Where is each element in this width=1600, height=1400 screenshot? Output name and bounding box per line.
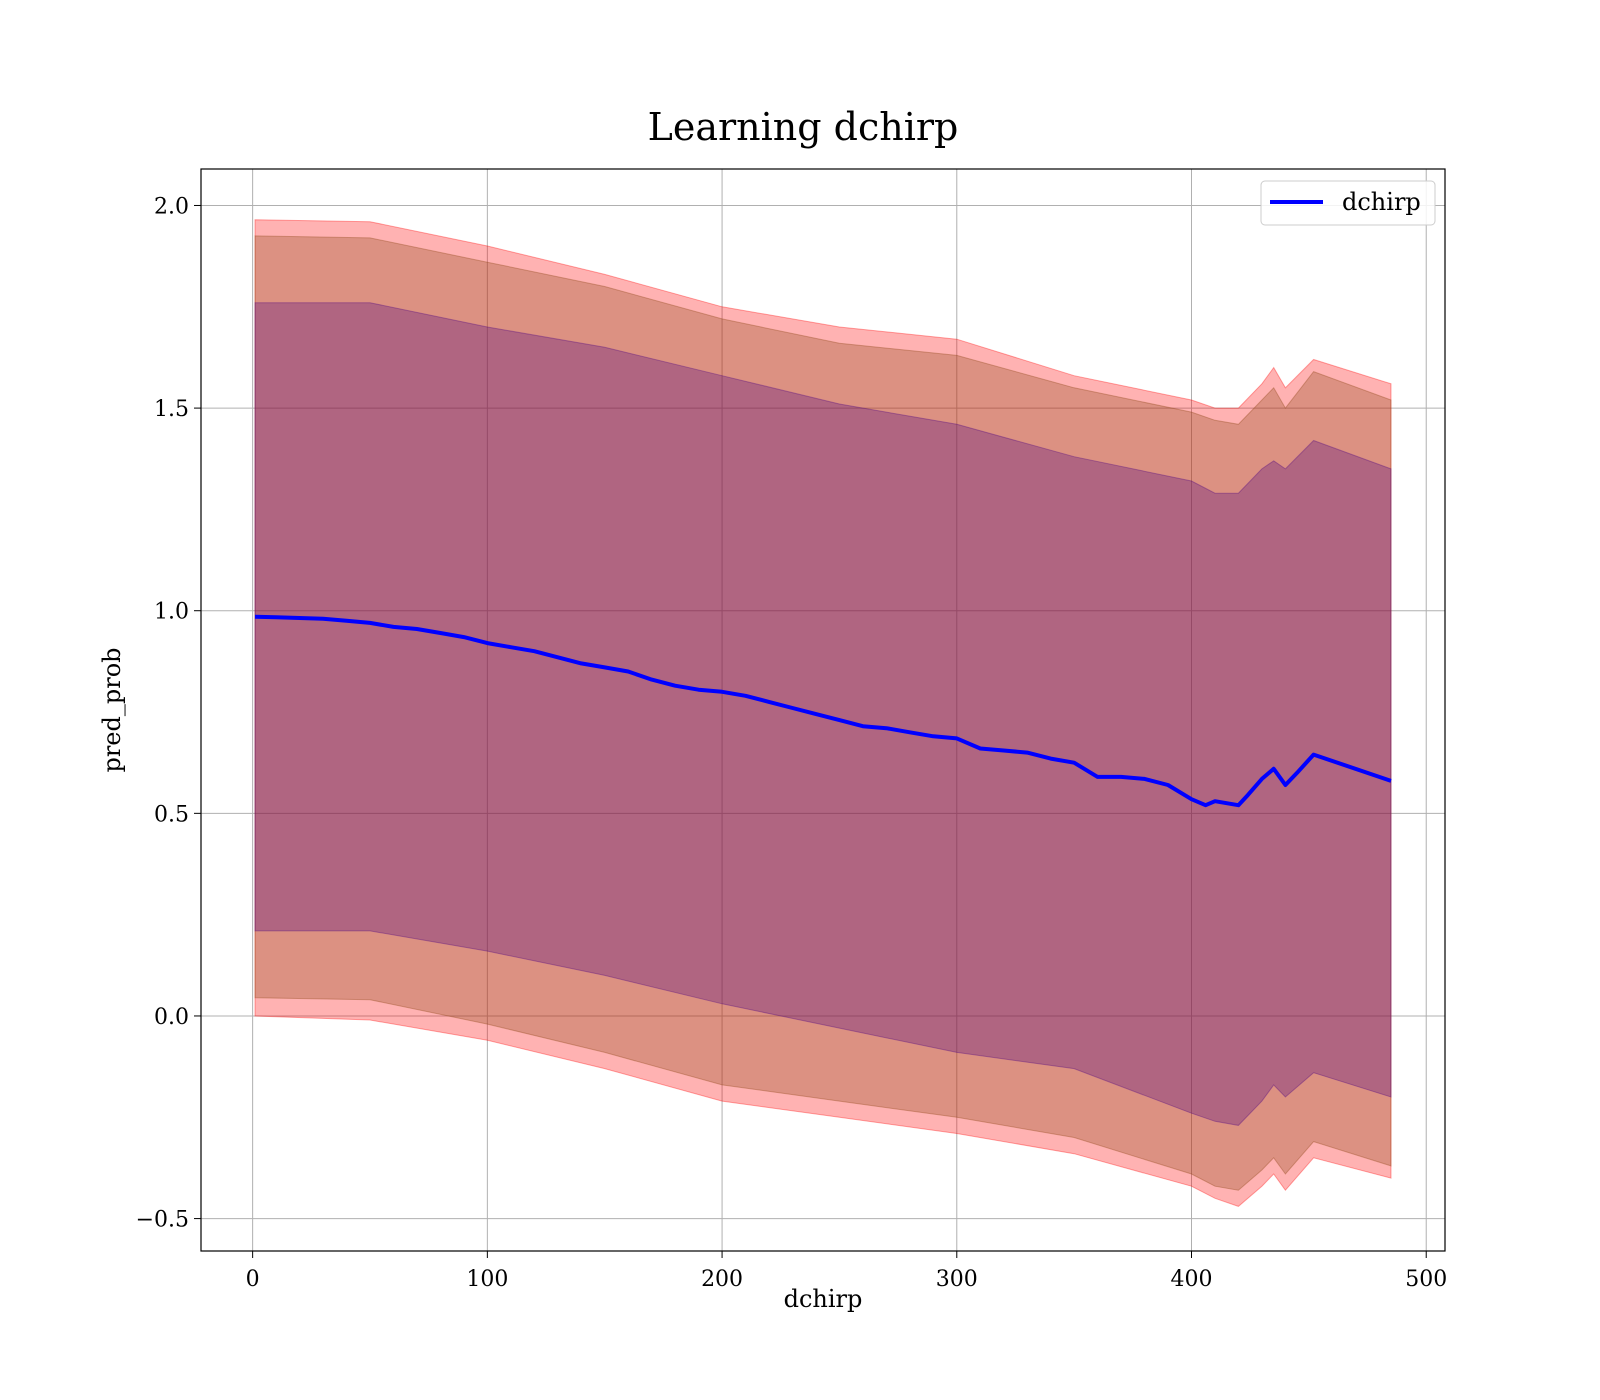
grid [201,169,1445,1251]
confidence-bands [254,219,1392,1207]
x-tick-label-1: 100 [466,1267,508,1292]
chart-title: Learning dchirp [648,105,959,149]
x-tick-label-0: 0 [246,1267,260,1292]
y-tick-label-0: −0.5 [136,1208,189,1233]
band-outer [254,219,1392,1207]
y-tick-label-1: 0.0 [154,1005,189,1030]
x-tick-label-2: 200 [701,1267,743,1292]
x-axis-ticks: 0 100 200 300 400 500 [246,1251,1447,1292]
x-tick-label-3: 300 [936,1267,978,1292]
x-axis-label: dchirp [784,1285,863,1313]
series-line-dchirp [254,614,1392,808]
legend-box [1260,180,1436,226]
y-axis-label: pred_prob [98,647,126,772]
legend-label-dchirp: dchirp [1342,188,1421,216]
series-lines [254,614,1392,808]
x-tick-label-5: 500 [1405,1267,1447,1292]
x-tick-label-4: 400 [1171,1267,1213,1292]
y-tick-label-4: 1.5 [154,397,189,422]
plot-frame [200,168,1446,1252]
y-tick-label-3: 1.0 [154,600,189,625]
y-axis-ticks: −0.5 0.0 0.5 1.0 1.5 2.0 [136,194,201,1233]
y-tick-label-2: 0.5 [154,802,189,827]
legend: dchirp [1260,180,1436,226]
y-tick-label-5: 2.0 [154,194,189,219]
band-middle [254,235,1392,1191]
